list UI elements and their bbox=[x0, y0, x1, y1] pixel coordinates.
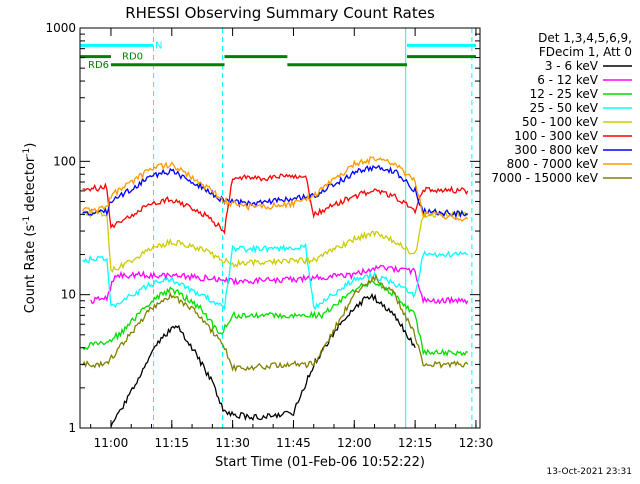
plot-frame bbox=[79, 27, 481, 429]
legend-label-9: 7000 - 15000 keV bbox=[491, 171, 598, 185]
series-line-7 bbox=[82, 164, 469, 219]
x-tick-label-3: 11:30 bbox=[215, 436, 250, 450]
legend-header-line-1: Det 1,3,4,5,6,9, bbox=[538, 31, 632, 45]
y-tick-label-4: 1000 bbox=[45, 21, 76, 35]
series-line-1 bbox=[110, 292, 416, 427]
state-bar-label-rd0: RD0 bbox=[122, 52, 143, 63]
legend-label-1: 3 - 6 keV bbox=[545, 59, 599, 73]
series-line-5 bbox=[82, 209, 469, 273]
y-axis-label-sup-2: -1 bbox=[22, 148, 32, 157]
y-axis-label-sup-1: -1 bbox=[22, 216, 32, 225]
legend-label-8: 800 - 7000 keV bbox=[507, 157, 599, 171]
state-bar-label-n: N bbox=[155, 40, 162, 51]
legend-label-2: 6 - 12 keV bbox=[537, 73, 599, 87]
series-line-4 bbox=[82, 242, 469, 311]
y-axis-label-part-1: Count Rate (s bbox=[23, 225, 38, 314]
x-tick-label-6: 12:15 bbox=[398, 436, 433, 450]
attenuator-bar-group: N RD0 RD6 bbox=[80, 40, 476, 71]
legend-label-6: 100 - 300 keV bbox=[514, 129, 598, 143]
series-line-3 bbox=[82, 279, 469, 358]
legend-label-3: 12 - 25 keV bbox=[530, 87, 599, 101]
x-tick-label-2: 11:15 bbox=[154, 436, 189, 450]
y-axis-label-part-2: detector bbox=[23, 156, 38, 216]
legend: Det 1,3,4,5,6,9, FDecim 1, Att 0 3 - 6 k… bbox=[491, 31, 632, 185]
y-tick-label-3: 100 bbox=[53, 154, 76, 168]
legend-label-7: 300 - 800 keV bbox=[514, 143, 598, 157]
generation-timestamp: 13-Oct-2021 23:31 bbox=[547, 467, 632, 477]
legend-label-4: 25 - 50 keV bbox=[530, 101, 599, 115]
x-tick-label-5: 12:00 bbox=[337, 436, 372, 450]
y-tick-label-2: 10 bbox=[61, 288, 76, 302]
series-line-8 bbox=[82, 155, 469, 222]
y-axis: 1 10 100 1000 bbox=[45, 21, 480, 435]
y-axis-label-part-3: ) bbox=[23, 143, 38, 148]
y-tick-label-1: 1 bbox=[68, 421, 76, 435]
series-line-9 bbox=[82, 273, 469, 373]
y-axis-label: Count Rate (s-1 detector-1) bbox=[22, 143, 38, 314]
series-line-6 bbox=[82, 173, 469, 235]
chart-title: RHESSI Observing Summary Count Rates bbox=[125, 4, 435, 22]
series-group bbox=[82, 155, 469, 427]
x-axis-label: Start Time (01-Feb-06 10:52:22) bbox=[215, 455, 425, 470]
legend-label-5: 50 - 100 keV bbox=[522, 115, 599, 129]
legend-header-line-2: FDecim 1, Att 0 bbox=[539, 45, 632, 59]
x-tick-label-1: 11:00 bbox=[94, 436, 129, 450]
state-bar-label-rd6: RD6 bbox=[88, 60, 109, 71]
series-line-2 bbox=[90, 264, 469, 305]
x-tick-label-4: 11:45 bbox=[276, 436, 311, 450]
x-axis: 11:00 11:15 11:30 11:45 12:00 12:15 12:30 bbox=[90, 28, 494, 450]
x-tick-label-7: 12:30 bbox=[459, 436, 494, 450]
